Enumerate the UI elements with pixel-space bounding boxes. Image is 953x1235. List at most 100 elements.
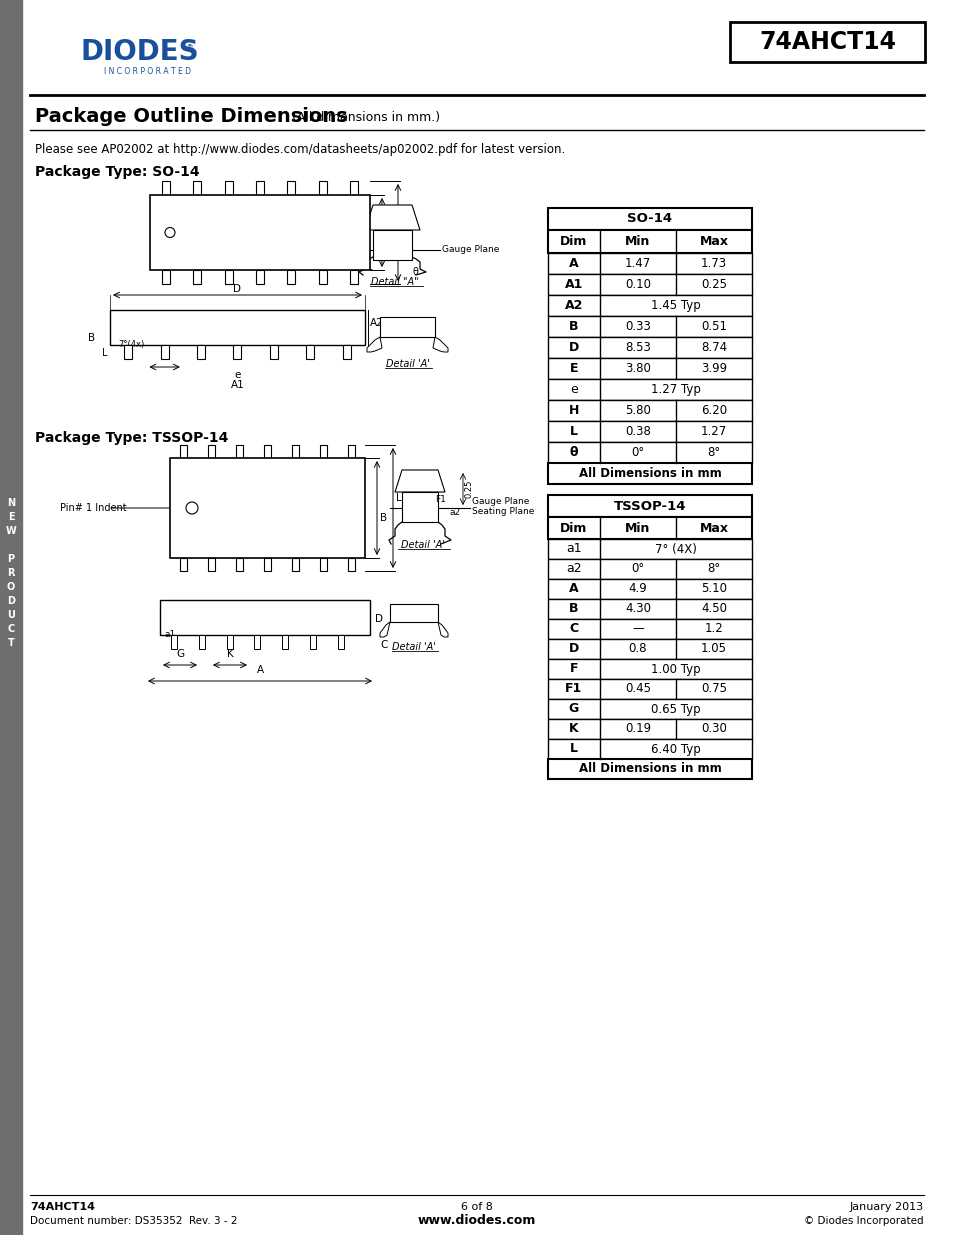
Polygon shape [433,337,448,352]
Text: Seating Plane: Seating Plane [472,508,534,516]
Bar [160,600,370,635]
Text: L: L [569,742,578,756]
Bar [547,463,751,484]
Bar [310,635,315,650]
Text: K: K [227,650,233,659]
Bar [347,558,355,571]
Text: L: L [395,493,401,503]
Text: 5.80: 5.80 [624,404,650,417]
Bar [0,0,22,1235]
Text: A: A [569,257,578,270]
Text: Detail 'A': Detail 'A' [400,540,444,550]
Text: Detail 'A': Detail 'A' [392,642,436,652]
Bar [547,559,751,579]
Text: 1.45 Typ: 1.45 Typ [651,299,700,312]
Text: Document number: DS35352  Rev. 3 - 2: Document number: DS35352 Rev. 3 - 2 [30,1216,237,1226]
Text: N: N [7,498,15,508]
Bar [373,230,412,261]
Text: All Dimensions in mm: All Dimensions in mm [578,762,720,776]
Bar [379,317,435,337]
Bar [287,182,295,195]
Bar [255,182,264,195]
Text: Pin# 1 Indent: Pin# 1 Indent [60,503,127,513]
Text: TSSOP-14: TSSOP-14 [613,499,685,513]
Text: θ: θ [412,267,417,277]
Circle shape [186,501,198,514]
Text: DIODES: DIODES [81,38,199,65]
Text: 4.9: 4.9 [628,583,647,595]
Bar [547,679,751,699]
Bar [306,345,314,359]
Bar [318,182,327,195]
Text: 7°(4x): 7°(4x) [118,340,144,350]
Text: 5.10: 5.10 [700,583,726,595]
Bar [224,182,233,195]
Bar [236,445,243,458]
Text: E: E [385,227,391,237]
Polygon shape [365,205,419,230]
Text: 0.51: 0.51 [700,320,726,333]
Bar [124,345,132,359]
Bar [319,445,326,458]
Text: 0.33: 0.33 [624,320,650,333]
Text: —: — [632,622,643,636]
Text: 8.74: 8.74 [700,341,726,354]
Bar [264,445,271,458]
Text: 8°: 8° [706,446,720,459]
Text: 1.05: 1.05 [700,642,726,656]
Text: C: C [569,622,578,636]
Bar [547,253,751,274]
Text: 0.8: 0.8 [628,642,646,656]
Text: 7° (4X): 7° (4X) [655,542,697,556]
Text: 4.50: 4.50 [700,603,726,615]
Bar [547,579,751,599]
Bar [170,458,365,558]
Text: E: E [569,362,578,375]
Text: 0.38: 0.38 [624,425,650,438]
Text: Min: Min [624,235,650,248]
Bar [162,182,170,195]
Polygon shape [379,622,390,637]
Text: B: B [379,513,387,522]
Circle shape [165,227,174,237]
Bar [236,558,243,571]
Text: C: C [379,640,387,650]
Text: 0°: 0° [631,446,644,459]
Bar [547,638,751,659]
Bar [547,659,751,679]
Text: D: D [568,642,578,656]
Text: 0.25: 0.25 [464,480,474,498]
Text: F1: F1 [565,683,582,695]
Text: ®: ® [186,44,194,53]
Text: Detail "A": Detail "A" [371,277,418,287]
Bar [224,270,233,284]
Bar [547,495,751,517]
Bar [197,345,205,359]
Text: e: e [570,383,578,396]
Text: A1: A1 [564,278,582,291]
Text: D: D [568,341,578,354]
Bar [390,604,437,622]
Bar [208,445,215,458]
Text: 0.30: 0.30 [700,722,726,736]
Bar [547,599,751,619]
Text: I N C O R P O R A T E D: I N C O R P O R A T E D [105,68,192,77]
Text: A2: A2 [564,299,582,312]
Text: B: B [89,333,95,343]
Text: 1.73: 1.73 [700,257,726,270]
Text: E: E [8,513,14,522]
Bar [180,445,187,458]
Bar [233,345,241,359]
Text: Dim: Dim [559,521,587,535]
Text: A: A [390,331,396,341]
Text: January 2013: January 2013 [849,1202,923,1212]
Bar [282,635,288,650]
Text: 1.27: 1.27 [700,425,726,438]
Bar [193,270,201,284]
Bar [270,345,277,359]
Text: F1: F1 [436,495,446,504]
Text: H: H [568,404,578,417]
Text: Gauge Plane: Gauge Plane [472,496,529,506]
Text: 0.10: 0.10 [624,278,650,291]
Bar [350,270,358,284]
